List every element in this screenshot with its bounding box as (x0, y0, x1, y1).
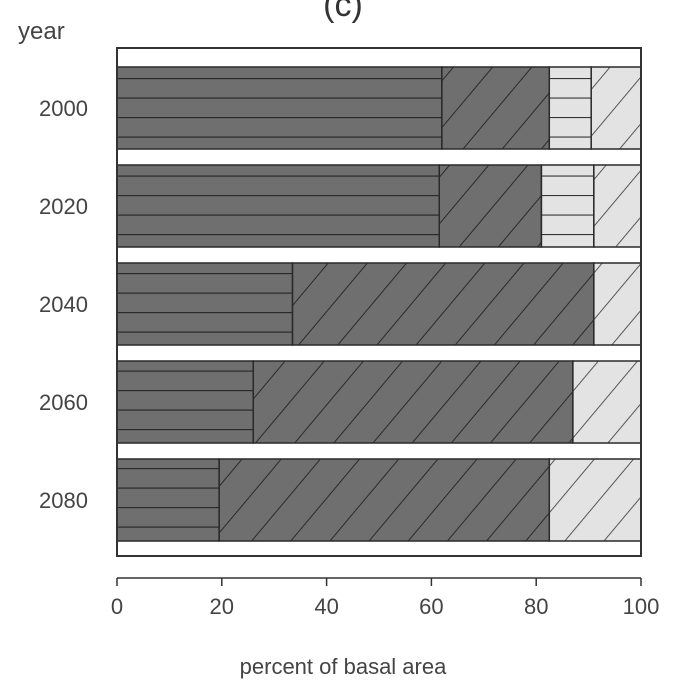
bar-segment-2020-s4 (593, 164, 642, 248)
x-tick-label: 60 (419, 594, 443, 619)
x-tick-label: 0 (111, 594, 123, 619)
y-tick-label-2040: 2040 (39, 292, 88, 317)
bar-segment-2080-s2 (218, 458, 551, 542)
y-tick-label-2020: 2020 (39, 194, 88, 219)
panel-label: (c) (323, 0, 363, 24)
bar-segment-2040-s1 (116, 262, 294, 346)
bars-layer (116, 66, 642, 542)
bar-segment-2080-s4 (548, 458, 642, 542)
x-axis: 0 20 40 60 80 100 (111, 577, 660, 619)
x-tick-label: 20 (210, 594, 234, 619)
x-axis-label: percent of basal area (239, 654, 447, 679)
y-axis-label: year (18, 18, 65, 45)
bar-segment-2040-s2 (291, 262, 595, 346)
x-tick-label: 100 (623, 594, 660, 619)
bar-segment-2000-s4 (590, 66, 642, 150)
bar-segment-2060-s2 (252, 360, 574, 444)
bar-segment-2060-s4 (572, 360, 642, 444)
y-tick-label-2060: 2060 (39, 390, 88, 415)
x-tick-label: 40 (314, 594, 338, 619)
y-axis: 2000 2020 2040 2060 2080 (39, 96, 88, 513)
bar-segment-2000-s3 (548, 66, 592, 150)
bar-segment-2080-s1 (116, 458, 220, 542)
bar-segment-2000-s2 (441, 66, 551, 150)
bar-segment-2000-s1 (116, 66, 443, 150)
bar-segment-2020-s3 (540, 164, 595, 248)
x-tick-label: 80 (524, 594, 548, 619)
bar-segment-2020-s1 (116, 164, 441, 248)
bar-segment-2020-s2 (438, 164, 543, 248)
y-tick-label-2080: 2080 (39, 488, 88, 513)
bar-segment-2060-s1 (116, 360, 254, 444)
y-tick-label-2000: 2000 (39, 96, 88, 121)
plot-frame (116, 47, 642, 557)
bar-segment-2040-s4 (593, 262, 642, 346)
